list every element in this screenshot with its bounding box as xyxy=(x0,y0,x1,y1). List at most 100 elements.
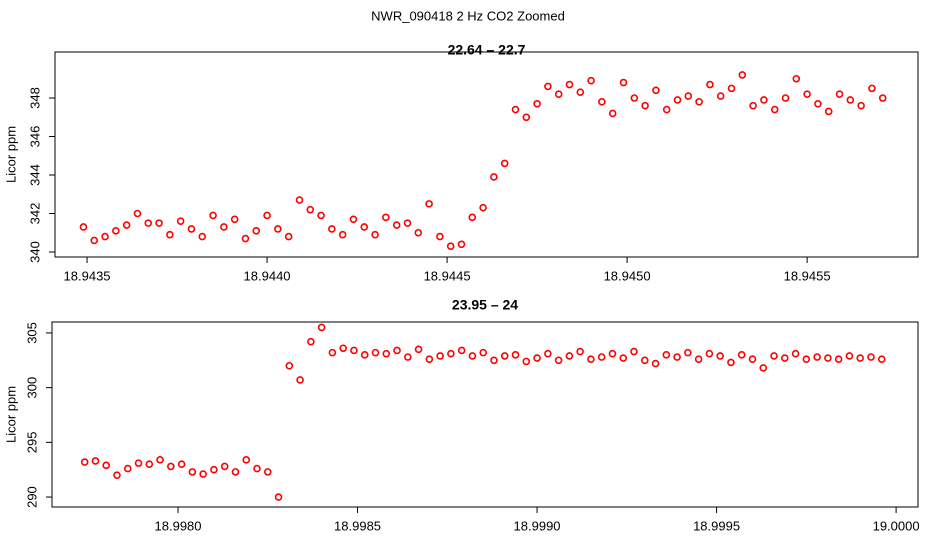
data-point xyxy=(328,348,337,357)
data-point xyxy=(598,98,606,106)
data-point xyxy=(220,223,228,231)
data-point xyxy=(803,90,811,98)
data-point xyxy=(533,354,541,362)
data-point xyxy=(468,213,477,222)
y-tick-label: 295 xyxy=(24,431,39,453)
data-point xyxy=(576,347,584,356)
data-point xyxy=(619,354,628,362)
data-point xyxy=(662,351,671,359)
data-point xyxy=(274,225,282,233)
plot-frame xyxy=(51,321,919,508)
x-tick-label: 18.9445 xyxy=(424,268,471,283)
data-point xyxy=(695,98,703,106)
data-point xyxy=(727,358,735,367)
data-point xyxy=(630,94,639,102)
data-point xyxy=(748,355,757,363)
data-point xyxy=(360,223,369,231)
data-point xyxy=(845,352,854,360)
data-point xyxy=(155,219,163,227)
data-point xyxy=(522,113,531,122)
data-point xyxy=(102,461,111,470)
data-point xyxy=(565,80,574,89)
data-point xyxy=(274,493,283,501)
data-point xyxy=(112,227,120,235)
y-tick-label: 344 xyxy=(27,164,42,186)
x-tick-label: 18.9435 xyxy=(64,268,111,283)
data-point xyxy=(565,352,574,360)
data-point xyxy=(737,351,746,359)
data-point xyxy=(857,101,865,110)
data-point xyxy=(253,464,261,473)
data-point xyxy=(479,348,488,357)
data-point xyxy=(360,351,369,359)
x-tick-label: 18.9980 xyxy=(155,518,202,533)
data-point xyxy=(500,159,509,168)
data-point xyxy=(706,80,714,89)
data-point xyxy=(231,468,240,476)
data-point xyxy=(393,346,401,355)
data-point xyxy=(371,230,379,239)
data-point xyxy=(824,354,832,362)
data-point xyxy=(414,228,423,237)
data-point xyxy=(317,323,326,332)
data-point xyxy=(167,462,175,471)
data-point xyxy=(328,225,336,233)
data-point xyxy=(91,457,100,465)
y-tick-label: 290 xyxy=(24,486,39,508)
x-tick-label: 18.9440 xyxy=(244,268,291,283)
data-point xyxy=(425,200,433,208)
data-point xyxy=(339,344,347,353)
data-point xyxy=(856,354,864,362)
data-point xyxy=(770,352,778,360)
data-point xyxy=(490,356,498,365)
data-point xyxy=(285,361,294,370)
data-point xyxy=(295,196,304,204)
data-point xyxy=(134,459,143,467)
data-point xyxy=(338,230,347,239)
data-point xyxy=(760,96,768,104)
data-point xyxy=(867,353,875,361)
data-point xyxy=(522,357,531,366)
data-point xyxy=(479,203,487,212)
data-point xyxy=(781,94,790,102)
data-point xyxy=(209,211,217,220)
data-point xyxy=(608,349,617,358)
panel-title: 23.95 – 24 xyxy=(452,297,518,313)
panel-title: 22.64 – 22.7 xyxy=(448,42,526,58)
data-point xyxy=(457,240,466,249)
x-tick-label: 18.9995 xyxy=(693,518,740,533)
data-point xyxy=(468,352,477,360)
y-tick-label: 340 xyxy=(27,241,42,263)
data-point xyxy=(673,353,681,361)
data-point xyxy=(447,349,455,358)
data-point xyxy=(263,211,271,220)
data-point xyxy=(404,353,412,361)
data-point xyxy=(306,205,315,214)
data-point xyxy=(824,107,833,116)
data-point xyxy=(651,359,660,368)
data-point xyxy=(425,355,434,363)
data-point xyxy=(371,348,380,357)
data-point xyxy=(296,376,304,384)
data-point xyxy=(684,92,693,100)
data-point xyxy=(738,71,747,79)
data-point xyxy=(640,356,649,365)
data-point xyxy=(727,84,736,93)
y-tick-label: 342 xyxy=(27,203,42,225)
data-point xyxy=(759,364,768,372)
data-point xyxy=(630,347,638,356)
data-point xyxy=(113,471,121,479)
x-tick-label: 18.9450 xyxy=(604,268,651,283)
data-point xyxy=(619,78,628,87)
data-point xyxy=(144,219,153,227)
data-point xyxy=(263,468,272,476)
x-tick-label: 18.9985 xyxy=(334,518,381,533)
data-point xyxy=(587,355,595,363)
data-point xyxy=(156,456,164,464)
data-point xyxy=(382,349,391,358)
data-point xyxy=(694,355,703,363)
data-point xyxy=(284,232,293,241)
data-point xyxy=(177,460,186,469)
data-point xyxy=(436,352,444,360)
